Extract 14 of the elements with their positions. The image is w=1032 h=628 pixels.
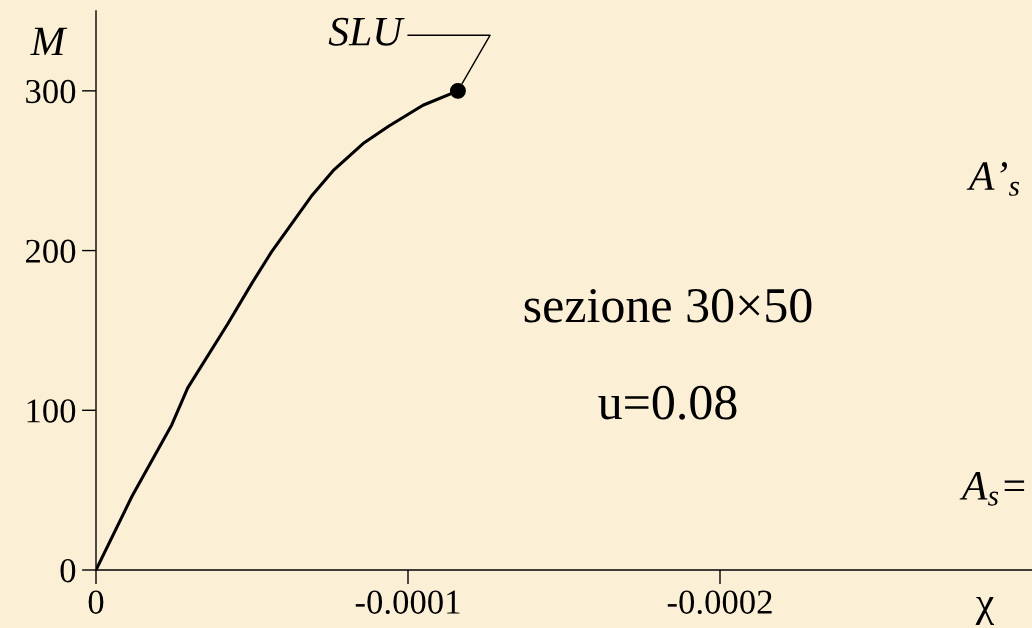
- x-tick-label: -0.0001: [355, 590, 460, 615]
- x-axis-title: χ: [975, 596, 995, 625]
- x-tick-label: -0.0002: [667, 590, 772, 615]
- y-tick-label: 100: [27, 399, 76, 423]
- y-tick-label: 200: [26, 239, 76, 263]
- annotation: SLU: [328, 17, 405, 46]
- annotation: sezione 30×50: [524, 288, 812, 323]
- annotation: A$_{s}$=: [959, 472, 1025, 506]
- annotation: u=0.08: [598, 385, 737, 420]
- y-tick-label: 300: [26, 79, 76, 104]
- y-axis-title: M: [30, 27, 68, 56]
- x-tick-label: 0: [88, 590, 104, 614]
- annotation: A’$_{s}$: [966, 162, 1020, 196]
- y-tick-label: 0: [60, 558, 76, 583]
